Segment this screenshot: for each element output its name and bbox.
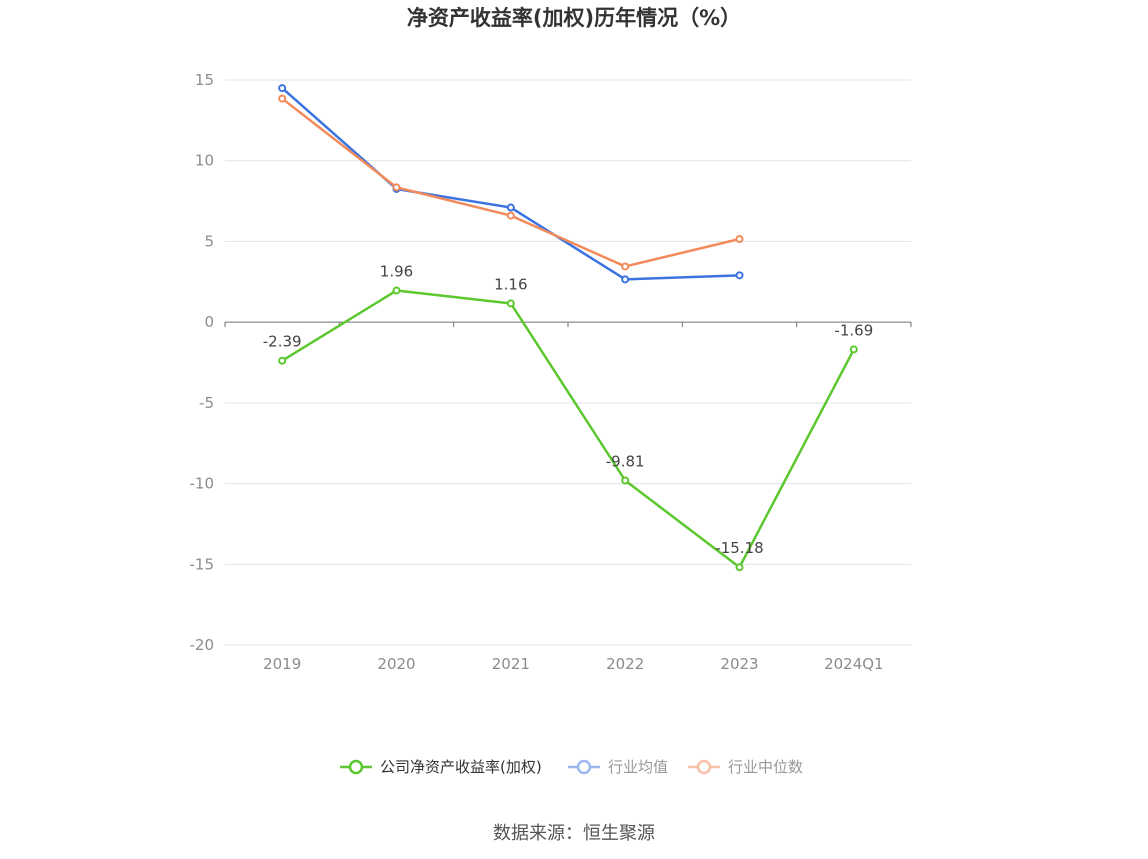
legend-marker bbox=[696, 759, 712, 775]
data-label: -9.81 bbox=[606, 453, 645, 471]
x-tick-label: 2020 bbox=[377, 655, 415, 673]
data-point bbox=[392, 183, 401, 192]
legend: 公司净资产收益率(加权) 行业均值 行业中位数 bbox=[340, 758, 803, 776]
data-point bbox=[278, 84, 287, 93]
data-point bbox=[849, 345, 858, 354]
x-tick-label: 2024Q1 bbox=[824, 655, 884, 673]
x-axis: 2019 2020 2021 2022 2023 2024Q1 bbox=[224, 321, 912, 673]
data-point bbox=[506, 299, 515, 308]
legend-label: 行业中位数 bbox=[728, 758, 803, 776]
y-axis: 15 10 5 0 -5 -10 -15 -20 bbox=[190, 71, 215, 654]
data-point bbox=[621, 476, 630, 485]
chart-title: 净资产收益率(加权)历年情况（%） bbox=[407, 6, 741, 30]
legend-marker bbox=[348, 759, 364, 775]
source-note: 数据来源：恒生聚源 bbox=[493, 823, 655, 844]
y-tick-label: -20 bbox=[190, 636, 215, 654]
legend-item: 公司净资产收益率(加权) bbox=[340, 758, 542, 776]
data-label: -1.69 bbox=[834, 321, 873, 339]
series-line bbox=[281, 289, 855, 569]
grid-lines bbox=[225, 79, 911, 646]
legend-item: 行业中位数 bbox=[688, 758, 803, 776]
data-label: 1.96 bbox=[380, 263, 413, 281]
data-point bbox=[735, 271, 744, 280]
data-point bbox=[621, 262, 630, 271]
data-point bbox=[735, 563, 744, 572]
series-0: -2.39 1.96 1.16 -9.81 -15.18 -1.69 bbox=[263, 263, 873, 572]
data-point bbox=[392, 286, 401, 295]
data-point bbox=[621, 275, 630, 284]
data-point bbox=[506, 211, 515, 220]
y-tick-label: -5 bbox=[199, 394, 214, 412]
data-label: -15.18 bbox=[715, 539, 763, 557]
legend-label: 公司净资产收益率(加权) bbox=[380, 758, 542, 776]
x-tick-label: 2019 bbox=[263, 655, 301, 673]
legend-marker bbox=[576, 759, 592, 775]
data-label: -2.39 bbox=[263, 333, 302, 351]
data-label: 1.16 bbox=[494, 275, 527, 293]
data-point bbox=[278, 94, 287, 103]
series-group: -2.39 1.96 1.16 -9.81 -15.18 -1.69 bbox=[263, 84, 873, 572]
y-tick-label: 10 bbox=[195, 152, 214, 170]
y-tick-label: 5 bbox=[204, 232, 214, 250]
y-tick-label: -10 bbox=[190, 475, 215, 493]
legend-label: 行业均值 bbox=[608, 758, 668, 776]
y-tick-label: 15 bbox=[195, 71, 214, 89]
y-tick-label: 0 bbox=[204, 313, 214, 331]
series-2 bbox=[278, 94, 744, 271]
series-line bbox=[281, 87, 740, 281]
legend-item: 行业均值 bbox=[568, 758, 668, 776]
y-tick-label: -15 bbox=[190, 555, 215, 573]
x-tick-label: 2022 bbox=[606, 655, 644, 673]
x-tick-label: 2021 bbox=[492, 655, 530, 673]
data-point bbox=[735, 235, 744, 244]
data-point bbox=[278, 356, 287, 365]
series-1 bbox=[278, 84, 744, 284]
data-point bbox=[506, 203, 515, 212]
x-tick-label: 2023 bbox=[720, 655, 758, 673]
